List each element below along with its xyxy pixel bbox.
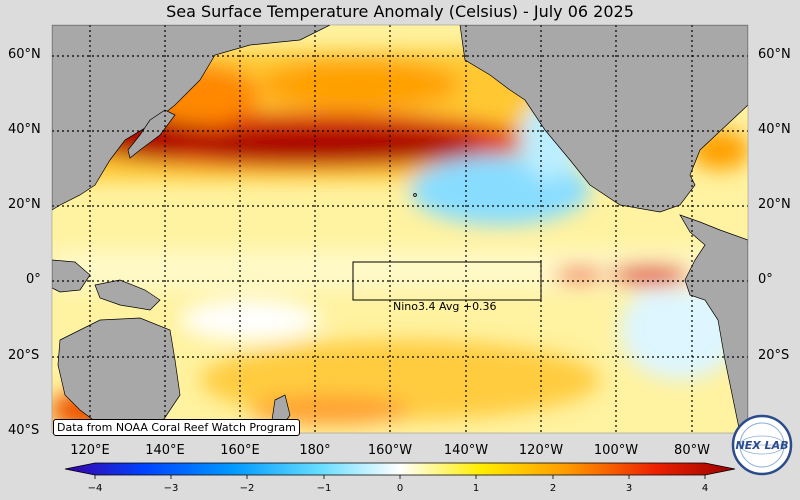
lon-label: 160°W (367, 443, 413, 458)
lat-label-left: 0° (26, 272, 41, 287)
land-south-america (679, 214, 748, 433)
colorbar-tick-label: 4 (701, 483, 709, 494)
colorbar-tick-label: −2 (239, 483, 255, 494)
land-sulawesi-png (94, 279, 161, 311)
lat-label-right: 20°S (758, 348, 790, 363)
nexlab-logo: NEX LAB (731, 414, 793, 476)
colorbar (64, 462, 736, 479)
land-japan (127, 109, 176, 159)
graticule (52, 25, 748, 433)
lon-label: 140°W (443, 443, 489, 458)
colorbar-tick-label: 3 (625, 483, 633, 494)
lon-label: 140°E (145, 443, 185, 458)
land-masses (52, 25, 748, 433)
colorbar-tick-label: 0 (396, 483, 404, 494)
lon-label: 120°W (518, 443, 564, 458)
data-credit: Data from NOAA Coral Reef Watch Program (53, 419, 300, 436)
map-frame (51, 24, 749, 434)
nino34-box (352, 261, 542, 301)
lon-label: 120°E (70, 443, 110, 458)
lat-label-left: 20°S (8, 348, 40, 363)
colorbar-tick-label: −1 (316, 483, 332, 494)
land-north-america (459, 25, 748, 213)
lon-label: 180° (299, 443, 331, 458)
lon-label: 160°E (220, 443, 260, 458)
lat-label-right: 40°N (758, 122, 791, 137)
lat-label-left: 40°S (8, 423, 40, 438)
colorbar-tick-label: −4 (87, 483, 103, 494)
map-panel (52, 25, 748, 433)
colorbar-ticks (94, 475, 706, 479)
map-title: Sea Surface Temperature Anomaly (Celsius… (166, 2, 634, 21)
lon-label: 100°W (593, 443, 639, 458)
lat-label-left: 40°N (8, 122, 41, 137)
land-borneo (52, 259, 91, 293)
land-hawaii (413, 193, 417, 197)
colorbar-tick-label: 1 (472, 483, 480, 494)
lat-label-right: 60°N (758, 47, 791, 62)
lon-label: 80°W (674, 443, 710, 458)
lat-label-left: 20°N (8, 197, 41, 212)
svg-text:NEX LAB: NEX LAB (736, 439, 789, 452)
colorbar-bar (64, 462, 736, 476)
anomaly-field (52, 50, 748, 430)
colorbar-tick-label: 2 (549, 483, 557, 494)
colorbar-tick-label: −3 (163, 483, 179, 494)
nino34-label: Nino3.4 Avg +0.36 (393, 300, 497, 313)
lat-label-left: 60°N (8, 47, 41, 62)
lat-label-right: 0° (758, 272, 773, 287)
lat-label-right: 20°N (758, 197, 791, 212)
